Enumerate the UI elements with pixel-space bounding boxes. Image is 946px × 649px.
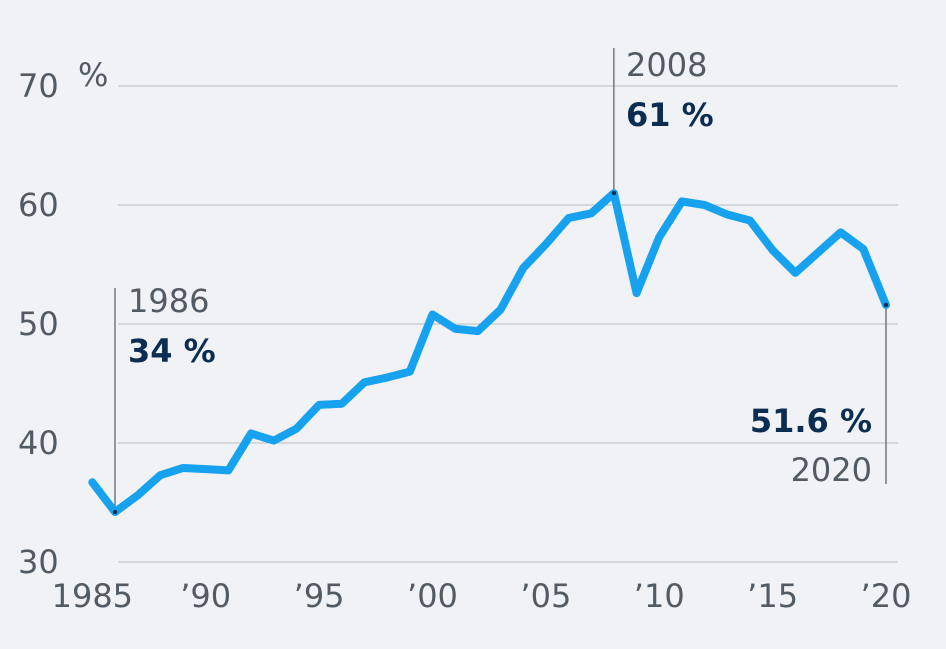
y-axis: 70 60 50 40 30 xyxy=(18,67,59,581)
annotation-dot-2020 xyxy=(883,302,889,308)
x-tick-label: ’05 xyxy=(520,577,571,615)
annotation-value-2020: 51.6 % xyxy=(750,402,872,440)
annotation-year-2008: 2008 xyxy=(626,46,707,84)
y-tick-label: 60 xyxy=(18,186,59,224)
annotation-value-2008: 61 % xyxy=(626,96,714,134)
x-tick-label: ’95 xyxy=(294,577,345,615)
annotation-value-1986: 34 % xyxy=(128,332,216,370)
y-tick-label: 70 xyxy=(18,67,59,105)
y-tick-label: 50 xyxy=(18,305,59,343)
annotations: 1986 34 % 2008 61 % 2020 51.6 % xyxy=(112,46,889,515)
x-tick-label: ’20 xyxy=(861,577,912,615)
annotation-year-1986: 1986 xyxy=(128,282,209,320)
x-tick-label: ’10 xyxy=(634,577,685,615)
x-tick-label: 1985 xyxy=(52,577,133,615)
y-tick-label: 40 xyxy=(18,424,59,462)
annotation-lines xyxy=(114,48,887,513)
x-tick-label: ’00 xyxy=(407,577,458,615)
gridlines xyxy=(118,85,898,563)
series-line-share xyxy=(88,189,890,517)
annotation-dot-1986 xyxy=(112,509,118,515)
x-axis: 1985 ’90 ’95 ’00 ’05 ’10 ’15 ’20 xyxy=(52,577,912,615)
annotation-year-2020: 2020 xyxy=(791,451,872,489)
annotation-dot-2008 xyxy=(611,190,617,196)
x-tick-label: ’90 xyxy=(180,577,231,615)
y-tick-label: 30 xyxy=(18,543,59,581)
y-axis-unit: % xyxy=(78,56,108,94)
x-tick-label: ’15 xyxy=(747,577,798,615)
